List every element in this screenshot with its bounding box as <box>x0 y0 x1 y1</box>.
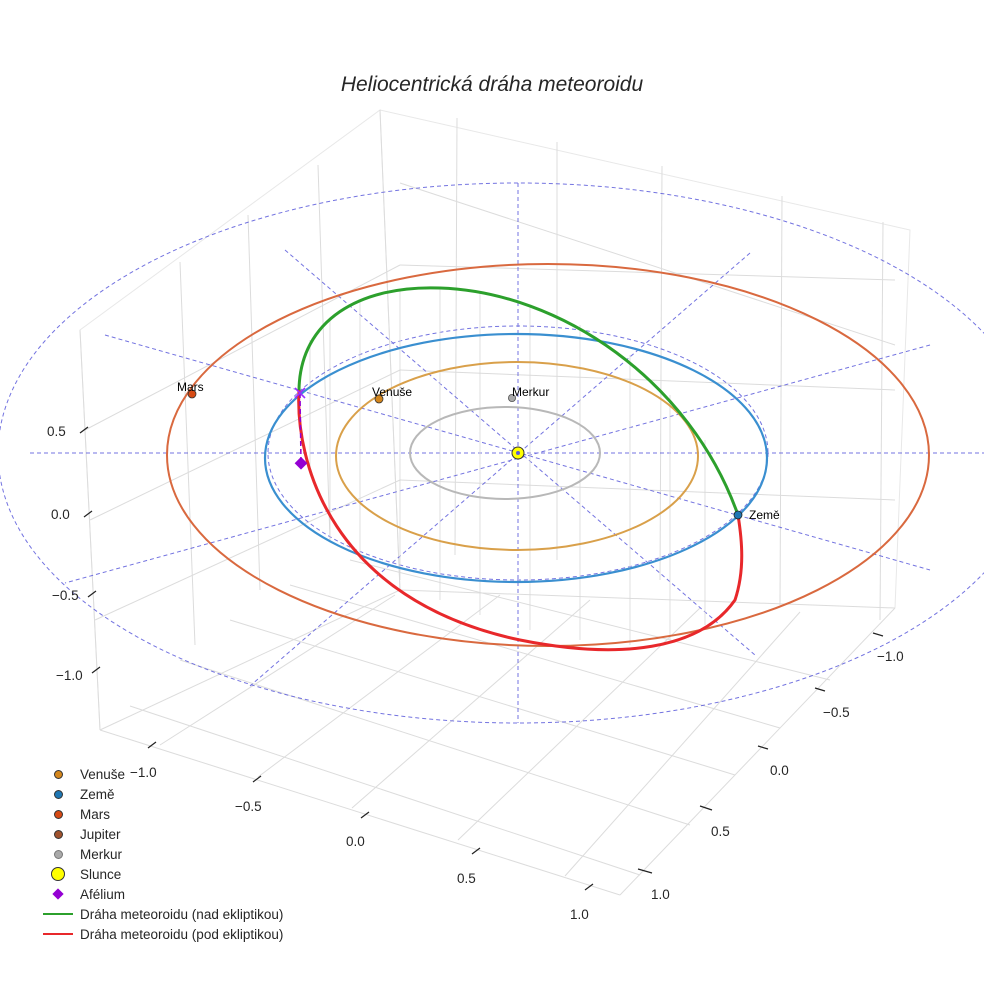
mars-dot-icon <box>53 809 63 819</box>
earth-dot-icon <box>53 789 63 799</box>
legend-item-earth: Země <box>36 784 283 804</box>
x-tick-4: 1.0 <box>570 907 589 922</box>
legend-item-mars: Mars <box>36 804 283 824</box>
label-venus: Venuše <box>372 385 412 399</box>
mercury-dot-icon <box>53 849 63 859</box>
x-tick-2: 0.0 <box>346 834 365 849</box>
x-tick-3: 0.5 <box>457 871 476 886</box>
earth-marker <box>733 510 743 520</box>
z-tick-0: 0.5 <box>47 424 66 439</box>
green-line-icon <box>43 913 73 915</box>
x-tick-1: −0.5 <box>235 799 262 814</box>
aphelion-projection <box>299 392 302 464</box>
drop-lines <box>309 288 706 645</box>
x-axis-ticks <box>147 741 594 891</box>
legend-item-sun: Slunce <box>36 864 283 884</box>
label-earth: Země <box>749 508 780 522</box>
z-axis-ticks <box>79 426 101 674</box>
mars-orbit <box>166 263 930 647</box>
venus-orbit <box>335 361 699 551</box>
chart-title: Heliocentrická dráha meteoroidu <box>340 73 644 96</box>
legend-item-aphelion: Afélium <box>36 884 283 904</box>
mercury-orbit <box>409 406 601 500</box>
legend-item-jupiter: Jupiter <box>36 824 283 844</box>
y-tick-2: 0.0 <box>770 763 789 778</box>
sun-dot-icon <box>51 867 65 881</box>
sun-center-icon <box>516 451 520 455</box>
meteoroid-orbit-above <box>297 286 740 516</box>
earth-orbit <box>263 332 769 584</box>
aphelion-projection-x-icon <box>294 387 306 399</box>
legend-item-orbit-below: Dráha meteoroidu (pod ekliptikou) <box>36 924 283 944</box>
z-tick-1: 0.0 <box>51 507 70 522</box>
label-mercury: Merkur <box>512 385 549 399</box>
aphelion-diamond-icon <box>294 456 308 470</box>
z-tick-2: −0.5 <box>52 588 79 603</box>
venus-marker <box>374 394 384 404</box>
y-axis-ticks <box>637 632 884 874</box>
jupiter-dot-icon <box>53 829 63 839</box>
mars-marker <box>187 389 197 399</box>
legend-item-orbit-above: Dráha meteoroidu (nad ekliptikou) <box>36 904 283 924</box>
red-line-icon <box>43 933 73 935</box>
mercury-marker <box>507 393 516 402</box>
legend: Venuše Země Mars Jupiter Merkur Slunce A… <box>36 764 283 944</box>
x-tick-0: −1.0 <box>130 765 157 780</box>
aphelion-diamond-icon <box>52 888 64 900</box>
y-tick-1: −0.5 <box>823 705 850 720</box>
z-tick-3: −1.0 <box>56 668 83 683</box>
venus-dot-icon <box>53 769 63 779</box>
y-tick-3: 0.5 <box>711 824 730 839</box>
y-tick-4: 1.0 <box>651 887 670 902</box>
planet-orbits <box>166 263 930 647</box>
label-mars: Mars <box>177 380 204 394</box>
ecliptic-reference <box>0 182 984 724</box>
y-tick-0: −1.0 <box>877 649 904 664</box>
legend-item-mercury: Merkur <box>36 844 283 864</box>
meteoroid-orbit-below <box>297 389 744 652</box>
legend-item-venus: Venuše <box>36 764 283 784</box>
